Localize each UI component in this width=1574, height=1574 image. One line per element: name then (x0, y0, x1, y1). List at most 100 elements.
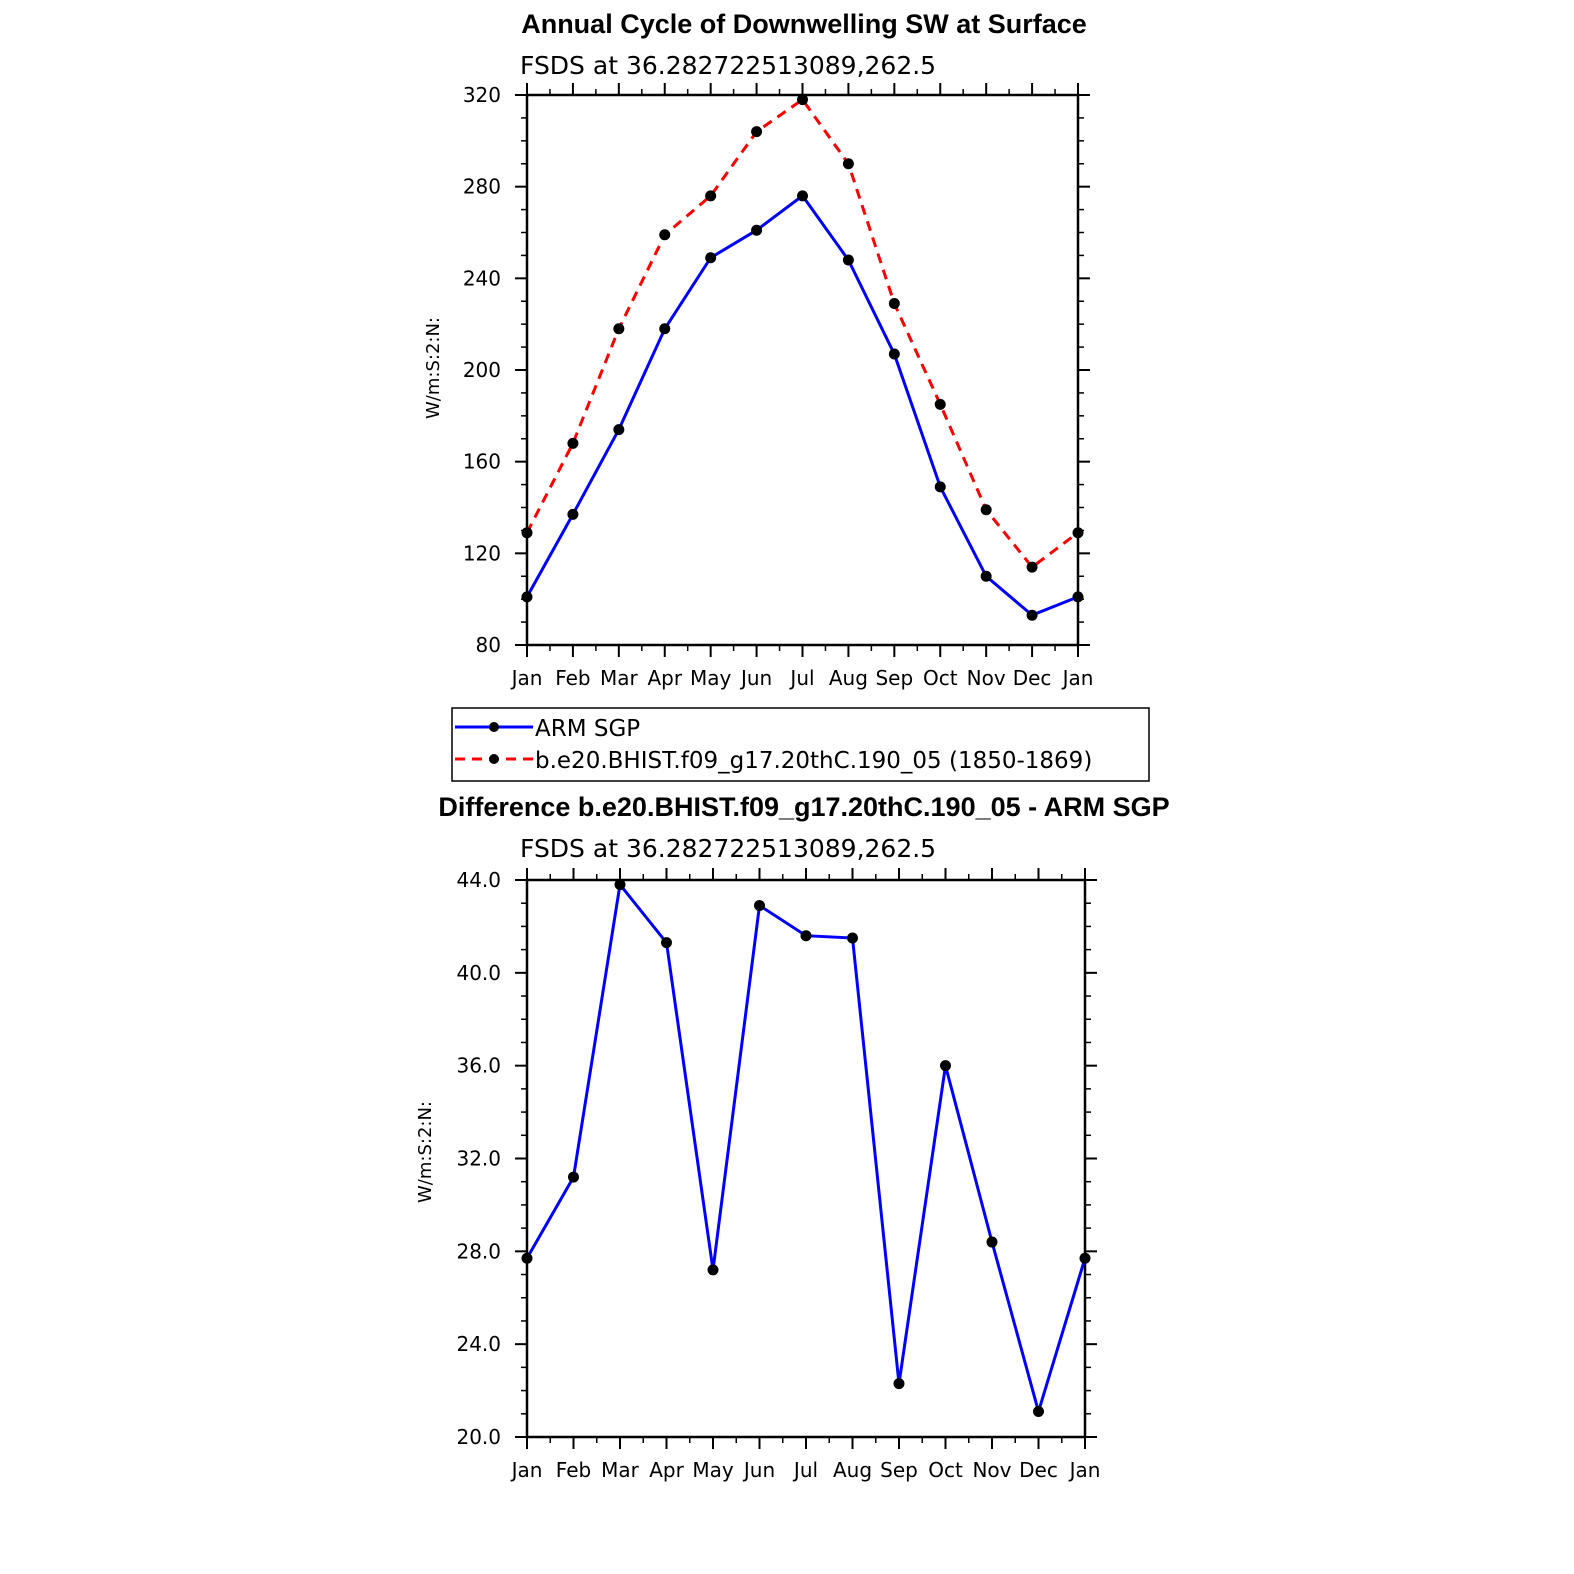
data-point (934, 398, 946, 410)
y-tick-label: 160 (463, 450, 501, 474)
y-tick-label: 36.0 (456, 1054, 501, 1078)
x-tick-label: Mar (601, 1458, 640, 1482)
y-tick-label: 280 (463, 175, 501, 199)
data-point (986, 1236, 998, 1248)
data-point (568, 1171, 579, 1183)
plot-marks: Jan Feb Mar Apr May Jun Jul Aug Sep Oct Nov Dec Jan 8… (463, 83, 1094, 690)
x-tick-label: Jan (510, 1458, 543, 1482)
x-tick-label: Jan (1061, 666, 1094, 690)
y-tick-label: 80 (476, 633, 501, 657)
x-tick-label: Mar (600, 666, 639, 690)
y-axis-label: W/m:S:2:N: (423, 317, 444, 419)
y-tick-label: 120 (463, 541, 501, 565)
data-point (659, 323, 671, 335)
x-tick-label: May (692, 1458, 734, 1482)
data-point (888, 348, 900, 360)
data-point (842, 158, 854, 170)
plot-frame (525, 878, 1087, 1439)
x-tick-label: Sep (880, 1458, 918, 1482)
legend-marker-model (489, 754, 499, 764)
x-tick-label: Jun (739, 666, 772, 690)
data-point (980, 504, 992, 516)
x-tick-label: Oct (928, 1458, 963, 1482)
legend-marker-arm-sgp (489, 722, 499, 732)
x-tick-label: Jun (742, 1458, 775, 1482)
y-tick-label: 24.0 (456, 1332, 501, 1356)
data-point (888, 298, 900, 310)
data-point (754, 900, 765, 912)
y-tick-label: 28.0 (456, 1239, 501, 1263)
x-tick-label: Apr (649, 1458, 684, 1482)
data-point (661, 937, 672, 949)
chart-title: Annual Cycle of Downwelling SW at Surfac… (521, 9, 1087, 39)
series-line-1 (525, 97, 1079, 570)
x-tick-label: Jan (1068, 1458, 1101, 1482)
data-point (521, 1252, 533, 1264)
annual-cycle-chart: Annual Cycle of Downwelling SW at Surfac… (423, 9, 1093, 690)
data-point (797, 190, 808, 202)
data-point (567, 437, 579, 449)
chart-subtitle: FSDS at 36.282722513089,262.5 (520, 834, 936, 863)
x-tick-label: May (690, 666, 732, 690)
y-tick-label: 44.0 (456, 868, 501, 892)
data-point (613, 424, 625, 436)
data-point (1072, 591, 1084, 603)
chart-title: Difference b.e20.BHIST.f09_g17.20thC.190… (438, 792, 1169, 822)
x-tick-label: Apr (647, 666, 682, 690)
legend-label-model: b.e20.BHIST.f09_g17.20thC.190_05 (1850-1… (535, 748, 1092, 774)
legend-box (451, 707, 1150, 782)
data-point (893, 1378, 905, 1390)
legend-label-arm-sgp: ARM SGP (535, 716, 640, 742)
plot-marks: Jan Feb Mar Apr May Jun Jul Aug Sep Oct Nov Dec Jan 2… (456, 868, 1100, 1482)
data-point (1026, 609, 1038, 621)
x-tick-label: Oct (923, 666, 958, 690)
data-point (1026, 561, 1038, 573)
data-point (980, 570, 992, 582)
x-tick-label: Feb (555, 666, 590, 690)
legend: ARM SGP b.e20.BHIST.f09_g17.20thC.190_05… (451, 707, 1150, 782)
data-point (521, 527, 533, 539)
data-point (800, 930, 812, 942)
data-point (797, 94, 808, 106)
x-tick-label: Nov (967, 666, 1006, 690)
x-tick-label: Dec (1019, 1458, 1058, 1482)
y-axis-label: W/m:S:2:N: (415, 1101, 436, 1203)
data-point (705, 190, 717, 202)
data-point (659, 229, 671, 241)
y-tick-label: 200 (463, 358, 501, 382)
x-tick-label: Jul (788, 666, 814, 690)
x-tick-label: Feb (556, 1458, 591, 1482)
data-point (707, 1264, 719, 1276)
series-line-0 (525, 193, 1079, 617)
data-point (751, 224, 763, 236)
y-tick-label: 240 (463, 266, 501, 290)
data-point (842, 254, 854, 266)
y-tick-label: 40.0 (456, 961, 501, 985)
x-tick-label: Sep (875, 666, 913, 690)
data-point (940, 1060, 951, 1072)
data-point (1033, 1405, 1044, 1417)
data-point (613, 323, 625, 335)
y-tick-label: 320 (463, 83, 501, 107)
data-point (751, 126, 763, 138)
plot-frame (525, 93, 1080, 647)
data-point (567, 508, 579, 520)
y-tick-label: 32.0 (456, 1147, 501, 1171)
difference-chart: Difference b.e20.BHIST.f09_g17.20thC.190… (415, 792, 1170, 1482)
series-line-0 (525, 881, 1087, 1417)
x-tick-label: Aug (833, 1458, 872, 1482)
x-tick-label: Nov (972, 1458, 1011, 1482)
data-point (934, 481, 946, 493)
data-point (847, 932, 858, 944)
data-point (614, 879, 626, 891)
y-tick-label: 20.0 (456, 1425, 501, 1449)
chart-subtitle: FSDS at 36.282722513089,262.5 (520, 51, 936, 80)
data-point (521, 591, 533, 603)
x-tick-label: Aug (829, 666, 868, 690)
x-tick-label: Jul (792, 1458, 818, 1482)
data-point (1079, 1252, 1091, 1264)
data-point (1072, 527, 1084, 539)
data-point (705, 252, 717, 264)
x-tick-label: Jan (510, 666, 543, 690)
